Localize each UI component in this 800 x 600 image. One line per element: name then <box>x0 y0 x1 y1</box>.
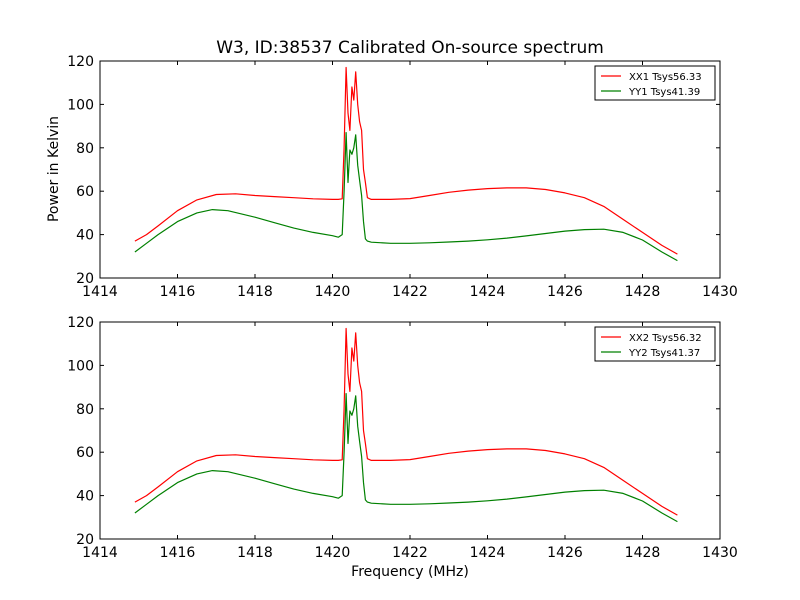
legend-label: XX2 Tsys56.32 <box>629 333 702 344</box>
legend-box <box>594 65 716 101</box>
legend-label: YY2 Tsys41.37 <box>628 348 700 359</box>
series-line-2 <box>134 393 678 523</box>
y-tick-label: 100 <box>67 97 94 113</box>
x-tick-label: 1418 <box>237 284 273 300</box>
x-tick-label: 1430 <box>702 545 738 561</box>
y-tick-label: 100 <box>67 358 94 374</box>
x-tick-label: 1426 <box>547 284 583 300</box>
y-tick-label: 60 <box>76 184 94 200</box>
x-tick-label: 1430 <box>702 284 738 300</box>
x-tick-label: 1428 <box>625 284 661 300</box>
series-line-1 <box>134 327 678 516</box>
x-tick-label: 1420 <box>315 545 351 561</box>
x-tick-label: 1414 <box>82 545 118 561</box>
x-tick-label: 1416 <box>160 284 196 300</box>
x-tick-label: 1414 <box>82 284 118 300</box>
legend-label: YY1 Tsys41.39 <box>628 87 700 98</box>
y-tick-label: 80 <box>76 402 94 418</box>
y-tick-label: 20 <box>76 532 94 548</box>
x-axis-label: Frequency (MHz) <box>351 564 469 580</box>
legend-box <box>594 326 716 362</box>
x-tick-label: 1422 <box>392 545 428 561</box>
x-tick-label: 1420 <box>315 284 351 300</box>
x-tick-label: 1416 <box>160 545 196 561</box>
bottom-spectrum-plot: 1414 1416 1418 1420 1422 1424 1426 1428 1430 20 40… <box>67 315 738 561</box>
y-tick-label: 40 <box>76 489 94 505</box>
x-tick-label: 1418 <box>237 545 273 561</box>
y-axis-label: Power in Kelvin <box>46 116 62 222</box>
y-tick-label: 20 <box>76 271 94 287</box>
y-tick-label: 60 <box>76 445 94 461</box>
x-tick-label: 1428 <box>625 545 661 561</box>
series-line-1 <box>134 66 678 255</box>
y-tick-label: 120 <box>67 54 94 70</box>
top-spectrum-plot: 1414 1416 1418 1420 1422 1424 1426 1428 1430 20 40… <box>67 54 738 300</box>
x-tick-label: 1424 <box>470 284 506 300</box>
x-tick-label: 1424 <box>470 545 506 561</box>
series-line-2 <box>134 132 678 262</box>
legend-label: XX1 Tsys56.33 <box>629 72 702 83</box>
y-tick-label: 40 <box>76 228 94 244</box>
x-tick-label: 1422 <box>392 284 428 300</box>
figure-title: W3, ID:38537 Calibrated On-source spectr… <box>216 38 604 58</box>
y-tick-label: 80 <box>76 141 94 157</box>
x-tick-label: 1426 <box>547 545 583 561</box>
y-tick-label: 120 <box>67 315 94 331</box>
